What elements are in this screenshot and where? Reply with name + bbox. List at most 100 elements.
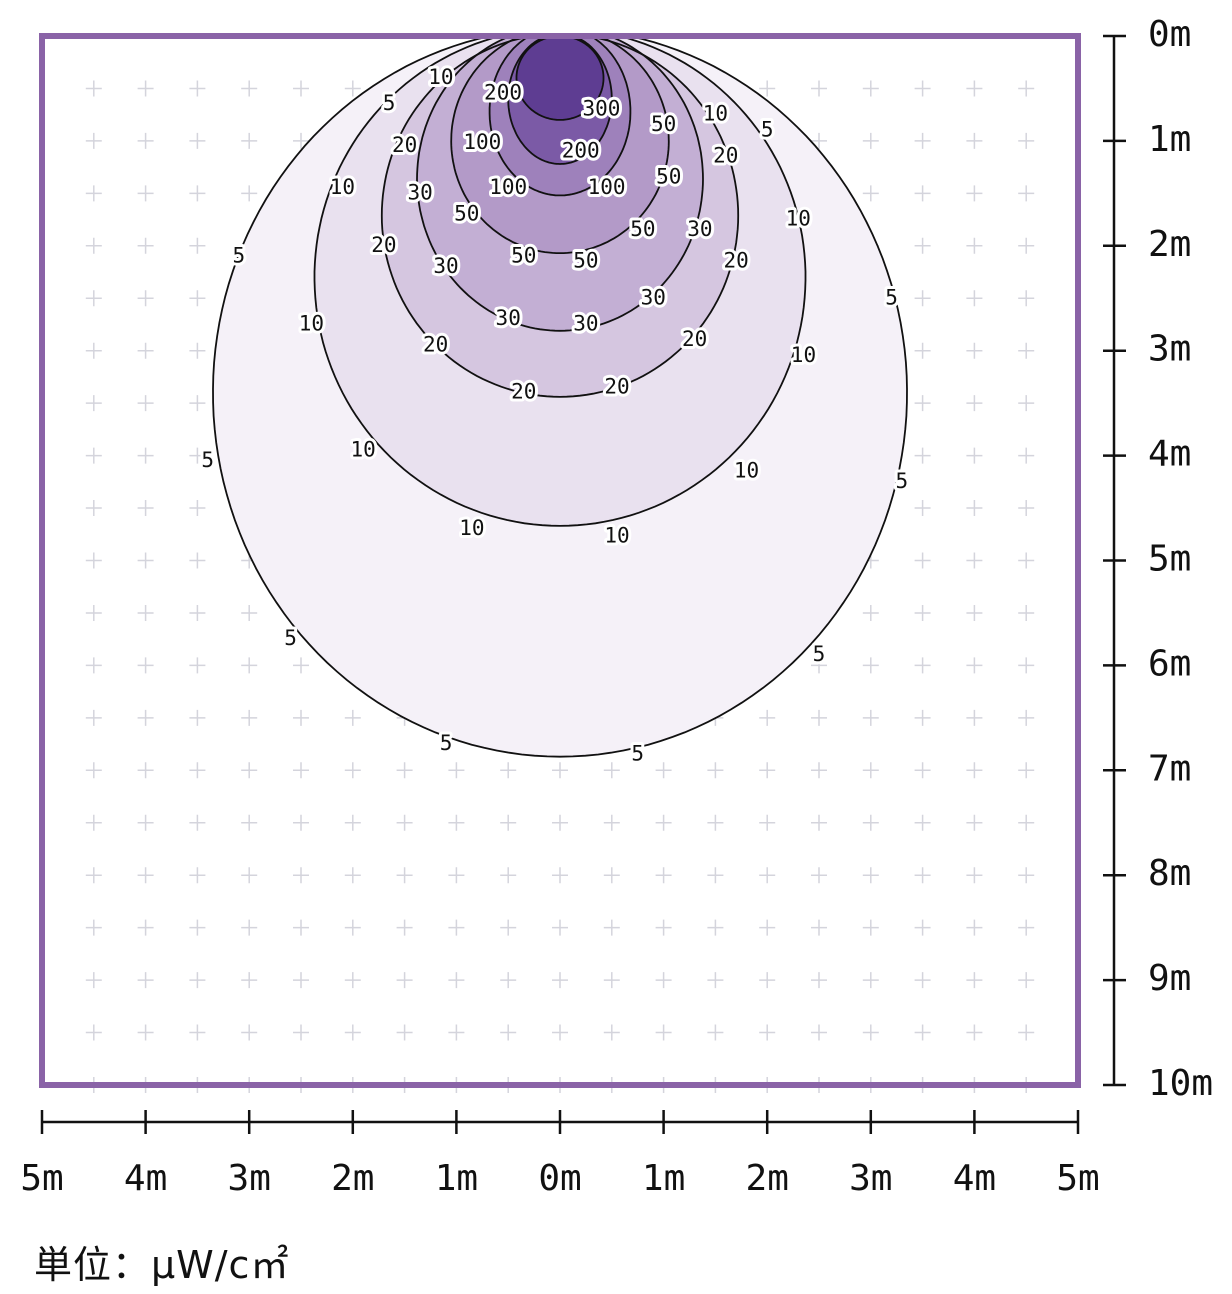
y-tick-label: 0m: [1148, 14, 1191, 55]
grid-cross: [137, 185, 154, 202]
grid-cross: [811, 762, 827, 779]
plot-frame: [39, 33, 1081, 1088]
grid-cross: [811, 132, 827, 149]
grid-cross: [85, 447, 102, 464]
grid-cross: [137, 762, 154, 779]
x-tick-label: 5m: [20, 1158, 63, 1199]
grid-cross: [189, 237, 206, 254]
grid-cross: [500, 972, 517, 989]
grid-cross: [707, 814, 724, 831]
grid-cross: [137, 657, 154, 674]
contour-fill-300: [516, 36, 604, 120]
grid-cross: [85, 500, 102, 517]
contour-label-50: 50: [630, 217, 655, 241]
grid-cross: [189, 919, 206, 936]
contour-label-5: 5: [383, 91, 396, 115]
grid-cross: [914, 237, 931, 254]
grid-cross: [189, 552, 206, 569]
grid-cross: [759, 972, 776, 989]
x-tick-label: 3m: [228, 1158, 271, 1199]
contour-label-50: 50: [656, 165, 681, 189]
grid-cross: [137, 447, 154, 464]
grid-cross: [344, 1024, 361, 1041]
grid-cross: [293, 814, 309, 831]
grid-cross: [862, 814, 879, 831]
grid-cross: [1018, 447, 1035, 464]
grid-cross: [1018, 342, 1035, 359]
grid-cross: [759, 762, 776, 779]
grid-cross: [966, 185, 983, 202]
y-tick-label: 5m: [1148, 539, 1191, 580]
grid-cross: [137, 290, 154, 307]
grid-cross: [137, 814, 154, 831]
x-axis: 5m 4m 3m 2m 1m 0m 1m 2m 3m 4m 5m: [20, 1110, 1100, 1199]
grid-cross: [1018, 709, 1035, 726]
grid-cross: [966, 762, 983, 779]
grid-cross: [966, 447, 983, 464]
grid-cross: [862, 1024, 879, 1041]
contour-label-30: 30: [433, 254, 458, 278]
x-tick-label: 5m: [1056, 1158, 1099, 1199]
unit-label: 単位：μW/c㎡: [34, 1243, 290, 1287]
grid-cross: [914, 395, 931, 412]
grid-cross: [811, 919, 827, 936]
contour-label-30: 30: [573, 311, 598, 335]
grid-cross: [137, 709, 154, 726]
grid-cross: [241, 919, 258, 936]
grid-cross: [811, 867, 827, 884]
grid-cross: [293, 919, 309, 936]
grid-cross: [396, 814, 413, 831]
grid-cross: [655, 972, 672, 989]
contour-label-50: 50: [454, 201, 479, 225]
grid-cross: [759, 867, 776, 884]
grid-cross: [1018, 657, 1035, 674]
contour-line-5: [212, 35, 908, 758]
grid-cross: [1018, 80, 1035, 97]
contour-label-5: 5: [813, 642, 826, 666]
contour-line-300: [515, 35, 605, 121]
grid-cross: [966, 1024, 983, 1041]
grid-cross: [811, 657, 827, 674]
grid-cross: [85, 919, 102, 936]
contour-label-5: 5: [761, 117, 774, 141]
grid-cross: [1018, 552, 1035, 569]
grid-cross: [603, 972, 620, 989]
grid-cross: [914, 1024, 931, 1041]
grid-cross: [137, 919, 154, 936]
grid-cross: [552, 762, 568, 779]
grid-cross: [241, 814, 258, 831]
grid-cross: [85, 867, 102, 884]
grid-cross: [189, 657, 206, 674]
grid-cross: [759, 1024, 776, 1041]
grid-cross: [85, 237, 102, 254]
contour-label-5: 5: [631, 742, 644, 766]
y-tick-label: 1m: [1148, 119, 1191, 160]
x-tick-label: 2m: [331, 1158, 374, 1199]
grid-cross: [293, 867, 309, 884]
grid-cross: [707, 1024, 724, 1041]
contour-label-20: 20: [511, 380, 536, 404]
grid-cross: [85, 290, 102, 307]
grid-cross: [603, 814, 620, 831]
contour-label-20: 20: [392, 133, 417, 157]
contour-label-10: 10: [786, 207, 811, 231]
contour-label-10: 10: [330, 175, 355, 199]
grid-cross: [448, 1024, 465, 1041]
grid-cross: [241, 972, 258, 989]
grid-cross: [1018, 867, 1035, 884]
contour-line-30: [416, 35, 704, 332]
grid-cross: [1018, 972, 1035, 989]
grid-cross: [85, 342, 102, 359]
y-axis: 0m 1m 2m 3m 4m 5m 6m 7m 8m 9m 10m: [1103, 14, 1213, 1104]
grid-cross: [552, 814, 568, 831]
contour-fills: [213, 36, 907, 757]
grid-cross: [1018, 1024, 1035, 1041]
grid-cross: [966, 500, 983, 517]
grid-cross: [241, 657, 258, 674]
grid-cross: [189, 290, 206, 307]
grid-cross: [189, 867, 206, 884]
y-tick-label: 7m: [1148, 748, 1191, 789]
x-tick-label: 3m: [849, 1158, 892, 1199]
grid-cross: [189, 342, 206, 359]
